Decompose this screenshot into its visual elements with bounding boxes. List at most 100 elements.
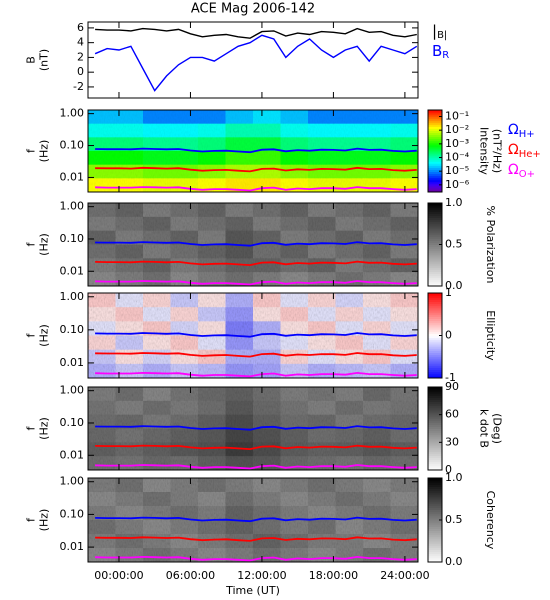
colorbar-slice [428,513,442,517]
colorbar-slice [428,418,442,421]
colorbar-slice [428,445,442,448]
colorbar-slice [428,275,442,279]
colorbar-slice [428,116,442,119]
colorbar-tick-label: 0 [445,329,452,342]
y-tick-label: 0.01 [60,170,85,183]
colorbar-label: (nT²/Hz) [491,129,504,173]
colorbar-slice [428,501,442,504]
colorbar-slice [428,244,442,248]
colorbar-slice [428,528,442,531]
plot-area [94,27,418,92]
colorbar-slice [428,299,442,302]
colorbar-slice [428,486,442,489]
y-tick-label: 0.10 [60,507,85,520]
colorbar-slice [428,205,442,208]
colorbar-slice [428,215,442,219]
colorbar-frame [427,386,443,471]
colorbar-slice [428,327,442,330]
colorbar-slice [428,459,442,463]
colorbar-slice [428,169,442,172]
colorbar-tick-label: -1 [445,371,456,384]
colorbar-slice [428,229,442,233]
colorbar-slice [428,555,442,559]
colorbar-slice [428,356,442,360]
series-line [95,425,417,431]
x-tick-label: 18:00:00 [309,569,358,582]
colorbar-slice [428,522,442,525]
colorbar-slice [428,269,442,272]
y-tick-label: 4 [77,36,84,49]
colorbar-slice [428,401,442,405]
colorbar-slice [428,530,442,534]
colorbar-slice [428,209,442,212]
colorbar-slice [428,232,442,235]
colorbar-slice [428,391,442,394]
colorbar-slice [428,267,442,270]
colorbar-slice [428,179,442,183]
colorbar-slice [428,557,442,561]
colorbar-label: k dot B [478,409,491,448]
colorbar-slice [428,181,442,185]
colorbar-slice [428,416,442,419]
colorbar-slice [428,350,442,353]
colorbar-slice [428,122,442,125]
colorbar-slice [428,279,442,283]
colorbar-slice [428,297,442,300]
colorbar-slice [428,559,442,563]
colorbar-tick-label: 10⁻³ [445,137,469,150]
colorbar-slice [428,138,442,142]
colorbar-slice [428,434,442,438]
series-line [95,332,417,338]
colorbar-slice [428,263,442,266]
colorbar-slice [428,246,442,250]
colorbar-slice [428,281,442,285]
colorbar-slice [428,219,442,223]
colorbar-slice [428,140,442,144]
colorbar-label: % Polarization [484,206,497,284]
colorbar-slice [428,399,442,403]
colorbar-tick-label: 1.0 [445,471,463,484]
colorbar-slice [428,331,442,334]
series-line [95,147,417,154]
colorbar-slice [428,217,442,221]
colorbar-tick-label: 0.5 [445,238,463,251]
series-line [95,27,417,39]
colorbar-label: Intensity [478,127,491,175]
series-line [95,516,417,523]
y-tick-label: -2 [73,80,84,93]
colorbar-slice [428,422,442,425]
colorbar-slice [428,250,442,254]
colorbar-slice [428,252,442,256]
colorbar-label: Coherency [484,491,497,550]
y-axis-label: f [25,332,38,337]
y-tick-label: 1.00 [60,290,85,303]
colorbar-tick-label: 10⁻² [445,123,469,136]
y-tick-label: 6 [77,21,84,34]
colorbar-slice [428,407,442,411]
colorbar-slice [428,346,442,349]
colorbar-slice [428,118,442,121]
colorbar-slice [428,159,442,162]
colorbar-tick-label: 0.0 [445,279,463,292]
colorbar-slice [428,322,442,326]
colorbar-slice [428,175,442,179]
colorbar-slice [428,461,442,465]
colorbar-slice [428,369,442,373]
colorbar-slice [428,134,442,138]
colorbar-slice [428,161,442,164]
colorbar-slice [428,389,442,392]
colorbar-slice [428,536,442,540]
colorbar-slice [428,314,442,317]
colorbar-slice [428,136,442,140]
colorbar-slice [428,316,442,319]
colorbar-slice [428,185,442,189]
colorbar-frame [427,109,443,193]
colorbar-tick-label: 90 [445,380,459,393]
colorbar-slice [428,490,442,494]
y-tick-label: 0.01 [60,448,85,461]
colorbar-slice [428,395,442,398]
y-tick-label: 0.10 [60,323,85,336]
colorbar-slice [428,271,442,275]
colorbar-slice [428,426,442,429]
y-axis-label: (Hz) [38,417,51,440]
